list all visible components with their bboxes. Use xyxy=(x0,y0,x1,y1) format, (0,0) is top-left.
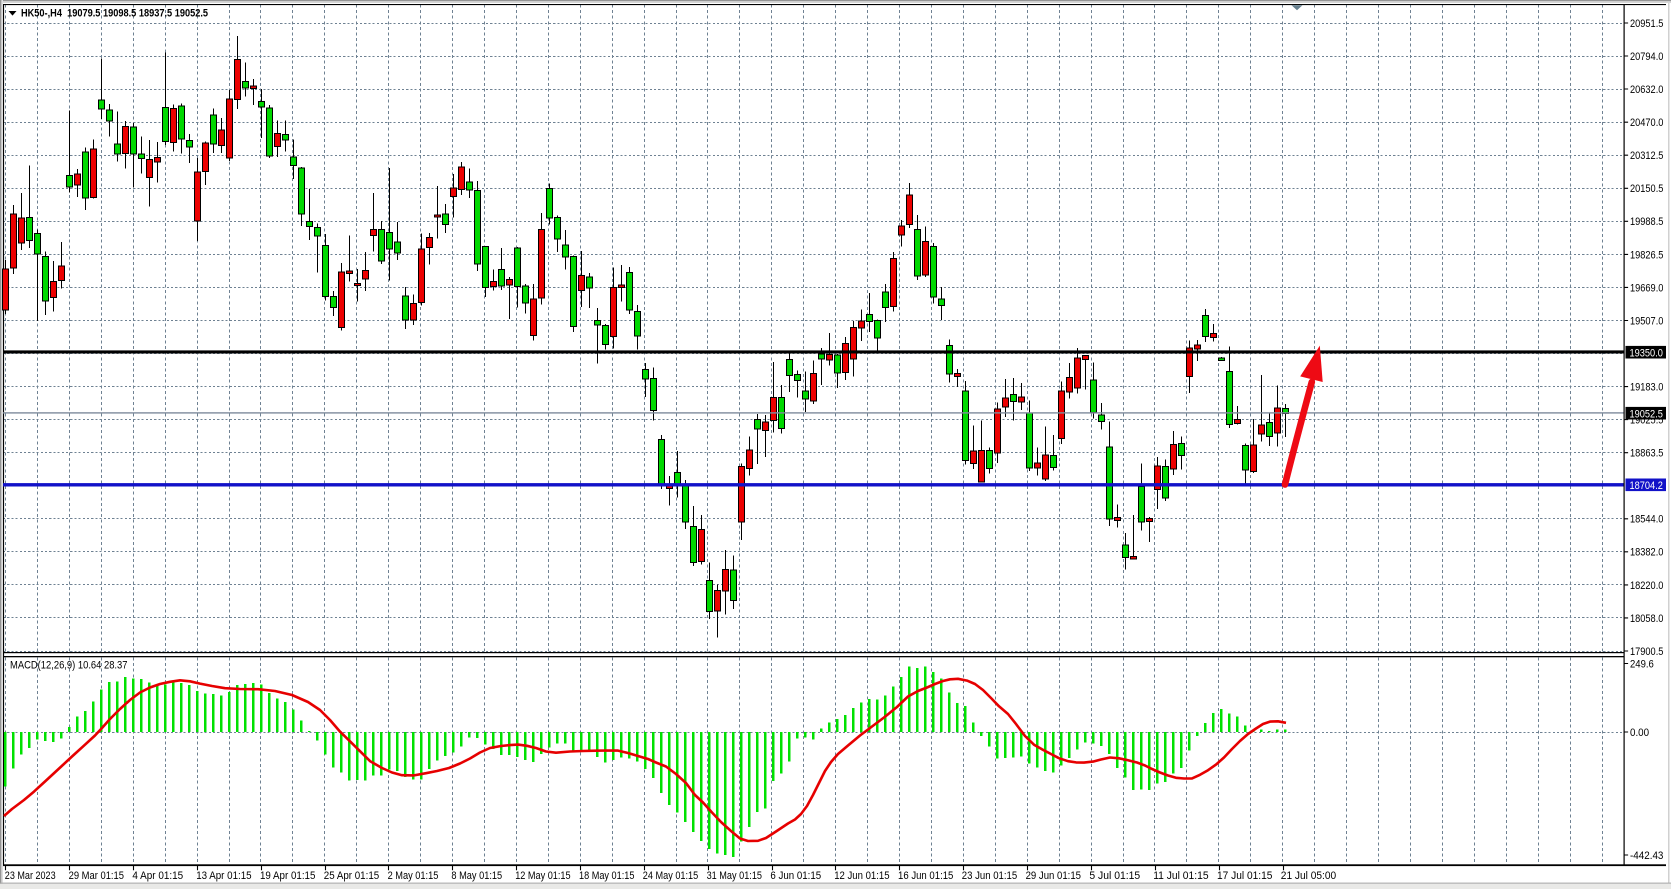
svg-text:20951.5: 20951.5 xyxy=(1630,18,1663,30)
svg-text:19183.0: 19183.0 xyxy=(1630,382,1663,394)
svg-text:19988.5: 19988.5 xyxy=(1630,216,1663,228)
svg-text:12 May 01:15: 12 May 01:15 xyxy=(515,870,570,882)
svg-text:21 Jul 05:00: 21 Jul 05:00 xyxy=(1281,870,1336,882)
svg-text:19350.0: 19350.0 xyxy=(1630,347,1663,359)
svg-text:18544.0: 18544.0 xyxy=(1630,514,1663,526)
svg-text:20794.0: 20794.0 xyxy=(1630,51,1663,63)
svg-text:0.00: 0.00 xyxy=(1630,727,1649,739)
svg-text:11 Jul 01:15: 11 Jul 01:15 xyxy=(1153,870,1208,882)
svg-text:17900.5: 17900.5 xyxy=(1630,646,1663,658)
svg-text:20470.0: 20470.0 xyxy=(1630,117,1663,129)
svg-text:8 May 01:15: 8 May 01:15 xyxy=(451,870,502,882)
svg-text:6 Jun 01:15: 6 Jun 01:15 xyxy=(770,870,821,882)
svg-text:12 Jun 01:15: 12 Jun 01:15 xyxy=(834,870,889,882)
svg-text:23 Mar 2023: 23 Mar 2023 xyxy=(5,870,56,882)
svg-text:31 May 01:15: 31 May 01:15 xyxy=(707,870,762,882)
svg-text:18058.0: 18058.0 xyxy=(1630,613,1663,625)
svg-text:5 Jul 01:15: 5 Jul 01:15 xyxy=(1089,870,1140,882)
svg-text:20312.5: 20312.5 xyxy=(1630,150,1663,162)
svg-text:20150.5: 20150.5 xyxy=(1630,183,1663,195)
svg-text:17 Jul 01:15: 17 Jul 01:15 xyxy=(1217,870,1272,882)
svg-text:19669.0: 19669.0 xyxy=(1630,282,1663,294)
svg-text:18 May 01:15: 18 May 01:15 xyxy=(579,870,634,882)
svg-text:25 Apr 01:15: 25 Apr 01:15 xyxy=(324,870,379,882)
svg-text:23 Jun 01:15: 23 Jun 01:15 xyxy=(962,870,1017,882)
svg-text:2 May 01:15: 2 May 01:15 xyxy=(388,870,439,882)
svg-text:MACD(12,26,9) 10.64 28.37: MACD(12,26,9) 10.64 28.37 xyxy=(10,660,128,672)
svg-text:20632.0: 20632.0 xyxy=(1630,84,1663,96)
svg-text:29 Mar 01:15: 29 Mar 01:15 xyxy=(69,870,124,882)
svg-text:13 Apr 01:15: 13 Apr 01:15 xyxy=(196,870,251,882)
svg-text:HK50-,H4 19079.5 19098.5 1893: HK50-,H4 19079.5 19098.5 18937.5 19052.5 xyxy=(21,7,208,19)
svg-text:-442.43: -442.43 xyxy=(1630,850,1663,862)
svg-text:19826.5: 19826.5 xyxy=(1630,249,1663,261)
svg-text:18220.0: 18220.0 xyxy=(1630,580,1663,592)
svg-text:29 Jun 01:15: 29 Jun 01:15 xyxy=(1026,870,1081,882)
svg-text:19507.0: 19507.0 xyxy=(1630,315,1663,327)
svg-text:19 Apr 01:15: 19 Apr 01:15 xyxy=(260,870,315,882)
svg-text:16 Jun 01:15: 16 Jun 01:15 xyxy=(898,870,953,882)
svg-text:18863.5: 18863.5 xyxy=(1630,448,1663,460)
svg-text:18704.2: 18704.2 xyxy=(1630,480,1663,492)
svg-text:19052.5: 19052.5 xyxy=(1630,408,1663,420)
svg-text:249.6: 249.6 xyxy=(1630,658,1654,670)
svg-text:18382.0: 18382.0 xyxy=(1630,547,1663,559)
svg-text:4 Apr 01:15: 4 Apr 01:15 xyxy=(132,870,183,882)
svg-text:24 May 01:15: 24 May 01:15 xyxy=(643,870,698,882)
